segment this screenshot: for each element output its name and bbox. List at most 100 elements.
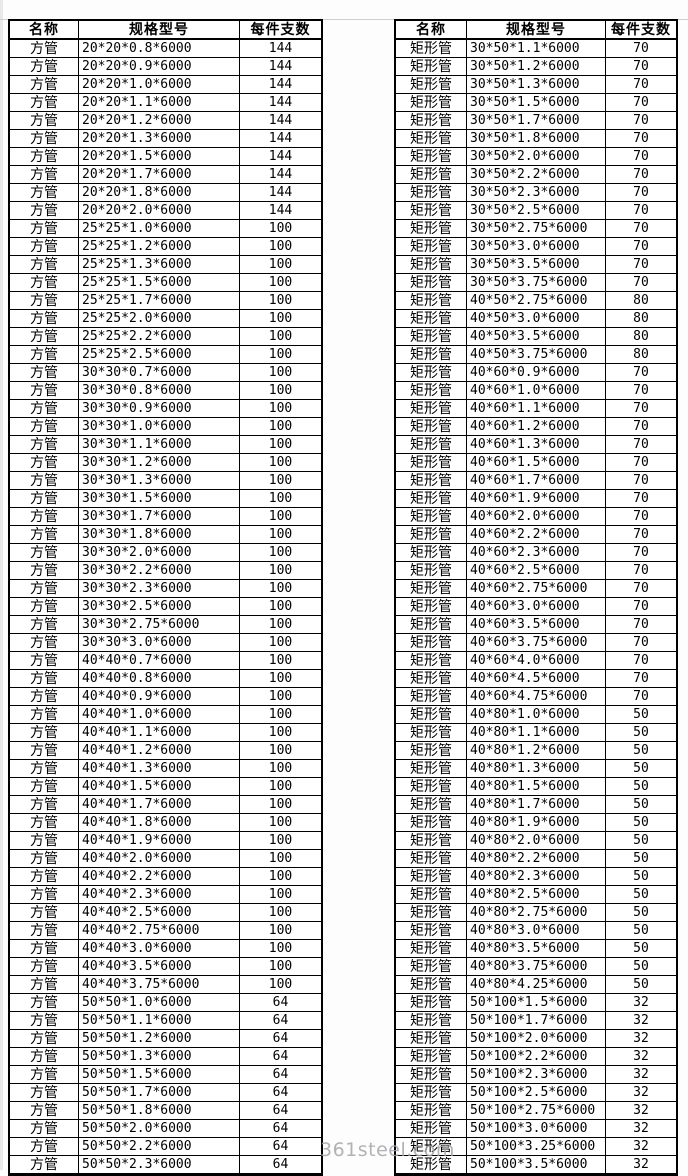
spec-cell: 40*60*2.3*6000 (467, 544, 606, 561)
name-cell: 方管 (10, 40, 79, 57)
spec-cell: 40*40*2.75*6000 (79, 922, 240, 939)
count-cell: 100 (268, 419, 293, 434)
spec-cell: 40*40*2.0*6000 (79, 850, 240, 867)
spec-cell: 20*20*0.8*6000 (79, 40, 240, 57)
table-row: 矩形管 30*50*3.75*6000 70 (396, 274, 676, 292)
count-cell: 100 (268, 275, 293, 290)
count-cell: 100 (268, 599, 293, 614)
table-row: 方管 50*50*2.0*6000 64 (10, 1120, 321, 1138)
name-cell: 方管 (10, 1156, 79, 1173)
name-cell: 矩形管 (396, 994, 467, 1011)
table-row: 方管 20*20*1.1*6000 144 (10, 94, 321, 112)
spec-cell: 50*100*1.7*6000 (467, 1012, 606, 1029)
spec-cell: 40*80*1.2*6000 (467, 742, 606, 759)
spec-cell: 30*50*1.5*6000 (467, 94, 606, 111)
table-row: 矩形管 30*50*1.2*6000 70 (396, 58, 676, 76)
name-cell: 方管 (10, 1084, 79, 1101)
name-cell: 方管 (10, 1066, 79, 1083)
name-cell: 矩形管 (396, 670, 467, 687)
spec-cell: 40*80*2.75*6000 (467, 904, 606, 921)
spec-cell: 20*20*1.1*6000 (79, 94, 240, 111)
table-row: 方管 30*30*1.0*6000 100 (10, 418, 321, 436)
table-row: 矩形管 40*80*1.2*6000 50 (396, 742, 676, 760)
table-row: 矩形管 50*100*1.7*6000 32 (396, 1012, 676, 1030)
spec-cell: 40*80*1.9*6000 (467, 814, 606, 831)
spec-cell: 25*25*1.5*6000 (79, 274, 240, 291)
table-row: 矩形管 50*100*2.75*6000 32 (396, 1102, 676, 1120)
count-cell: 100 (268, 293, 293, 308)
table-row: 方管 20*20*1.2*6000 144 (10, 112, 321, 130)
table-row: 方管 40*40*1.5*6000 100 (10, 778, 321, 796)
name-cell: 方管 (10, 364, 79, 381)
spec-cell: 40*40*0.9*6000 (79, 688, 240, 705)
spec-cell: 50*100*2.75*6000 (467, 1102, 606, 1119)
name-cell: 矩形管 (396, 346, 467, 363)
name-cell: 方管 (10, 724, 79, 741)
spec-cell: 40*60*1.7*6000 (467, 472, 606, 489)
name-cell: 矩形管 (396, 1066, 467, 1083)
name-cell: 矩形管 (396, 382, 467, 399)
name-cell: 方管 (10, 832, 79, 849)
spec-cell: 30*50*1.1*6000 (467, 40, 606, 57)
spec-cell: 40*60*1.3*6000 (467, 436, 606, 453)
name-cell: 方管 (10, 850, 79, 867)
spec-cell: 40*50*3.75*6000 (467, 346, 606, 363)
scan-edge-shadow (0, 0, 3, 1170)
name-cell: 方管 (10, 598, 79, 615)
spec-cell: 40*60*1.9*6000 (467, 490, 606, 507)
count-cell: 100 (268, 491, 293, 506)
name-cell: 方管 (10, 1030, 79, 1047)
spec-cell: 25*25*2.5*6000 (79, 346, 240, 363)
count-cell: 144 (268, 167, 293, 182)
spec-cell: 40*80*2.0*6000 (467, 832, 606, 849)
count-cell: 50 (633, 923, 649, 938)
name-cell: 方管 (10, 706, 79, 723)
name-cell: 方管 (10, 1102, 79, 1119)
count-cell: 70 (633, 95, 649, 110)
count-cell: 50 (633, 977, 649, 992)
count-cell: 70 (633, 455, 649, 470)
table-row: 矩形管 40*60*3.0*6000 70 (396, 598, 676, 616)
count-cell: 100 (268, 797, 293, 812)
name-cell: 矩形管 (396, 814, 467, 831)
spec-cell: 25*25*2.2*6000 (79, 328, 240, 345)
spec-cell: 30*50*3.0*6000 (467, 238, 606, 255)
table-row: 矩形管 50*100*3.25*6000 32 (396, 1138, 676, 1156)
count-cell: 50 (633, 905, 649, 920)
name-cell: 方管 (10, 1048, 79, 1065)
count-cell: 32 (633, 1067, 649, 1082)
spec-cell: 50*50*2.0*6000 (79, 1120, 240, 1137)
spec-cell: 30*30*1.0*6000 (79, 418, 240, 435)
name-cell: 矩形管 (396, 598, 467, 615)
spec-cell: 40*40*3.5*6000 (79, 958, 240, 975)
count-cell: 100 (268, 311, 293, 326)
table-row: 矩形管 40*60*3.75*6000 70 (396, 634, 676, 652)
name-cell: 方管 (10, 508, 79, 525)
count-cell: 100 (268, 905, 293, 920)
table-row: 矩形管 40*80*2.3*6000 50 (396, 868, 676, 886)
name-cell: 方管 (10, 454, 79, 471)
name-cell: 矩形管 (396, 1102, 467, 1119)
spec-cell: 50*100*3.0*6000 (467, 1120, 606, 1137)
spec-cell: 30*30*2.75*6000 (79, 616, 240, 633)
name-cell: 方管 (10, 148, 79, 165)
count-cell: 50 (633, 725, 649, 740)
spec-cell: 40*40*1.9*6000 (79, 832, 240, 849)
count-cell: 70 (633, 383, 649, 398)
count-cell: 70 (633, 437, 649, 452)
name-cell: 矩形管 (396, 490, 467, 507)
name-cell: 矩形管 (396, 652, 467, 669)
count-cell: 100 (268, 455, 293, 470)
count-cell: 32 (633, 1085, 649, 1100)
table-row: 矩形管 40*60*1.2*6000 70 (396, 418, 676, 436)
table-row: 方管 40*40*1.2*6000 100 (10, 742, 321, 760)
table-row: 矩形管 50*100*1.5*6000 32 (396, 994, 676, 1012)
site-watermark: 361steel.com (320, 1139, 455, 1161)
name-cell: 方管 (10, 202, 79, 219)
count-cell: 32 (633, 1139, 649, 1154)
header-cell: 每件支数 (250, 21, 311, 38)
table-row: 方管 25*25*2.5*6000 100 (10, 346, 321, 364)
spec-cell: 40*40*0.7*6000 (79, 652, 240, 669)
count-cell: 144 (268, 59, 293, 74)
count-cell: 100 (268, 581, 293, 596)
